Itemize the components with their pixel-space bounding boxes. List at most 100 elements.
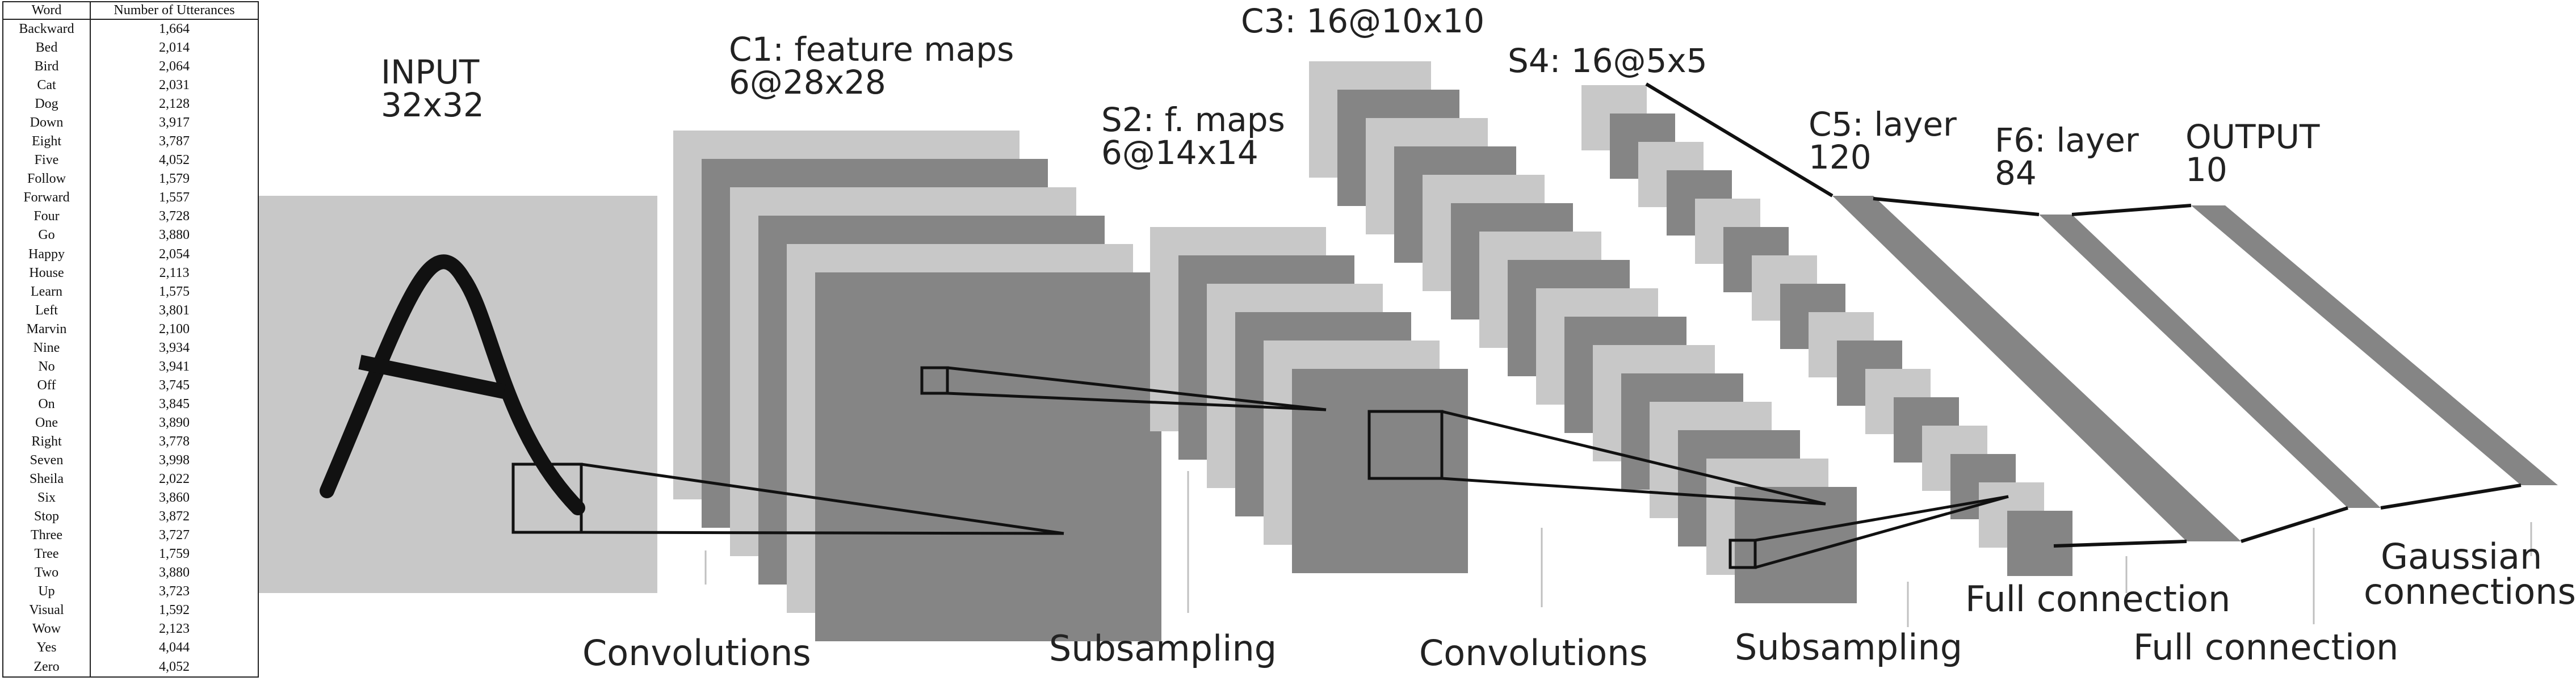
word-cell: Five bbox=[2, 151, 91, 170]
word-cell: Seven bbox=[2, 451, 91, 470]
gaussian-label-line1: Gaussian bbox=[2381, 536, 2543, 577]
sub1-projection-top bbox=[947, 366, 1327, 411]
table-row: Off 3,745 bbox=[2, 376, 259, 395]
c1-feature-map bbox=[815, 272, 1161, 641]
word-cell: Three bbox=[2, 526, 91, 545]
c5-label-line2: 120 bbox=[1809, 138, 1872, 176]
sub2-projection-top bbox=[1755, 495, 2009, 542]
word-cell: Cat bbox=[2, 75, 91, 95]
gaussian-connections-label: Gaussian connections bbox=[2364, 539, 2576, 609]
count-cell: 3,880 bbox=[90, 226, 259, 245]
table-row: Five 4,052 bbox=[2, 151, 259, 170]
table-header-row: Word Number of Utterances bbox=[2, 1, 259, 20]
count-cell: 3,872 bbox=[90, 507, 259, 526]
conv2-projection-bottom bbox=[1441, 477, 1826, 506]
table-row: House 2,113 bbox=[2, 263, 259, 283]
word-cell: Eight bbox=[2, 132, 91, 151]
word-cell: Off bbox=[2, 376, 91, 395]
word-cell: Marvin bbox=[2, 320, 91, 339]
word-cell: Follow bbox=[2, 170, 91, 189]
convolutions-label-2: Convolutions bbox=[1419, 632, 1648, 674]
table-row: Backward 1,664 bbox=[2, 19, 259, 39]
table-row: Right 3,778 bbox=[2, 432, 259, 451]
table-row: Sheila 2,022 bbox=[2, 469, 259, 489]
c3-label-line1: C3: 16@10x10 bbox=[1241, 2, 1485, 40]
s4-label-line1: S4: 16@5x5 bbox=[1508, 41, 1707, 80]
s2-label-line2: 6@14x14 bbox=[1101, 133, 1258, 172]
word-cell: Wow bbox=[2, 620, 91, 639]
s4-feature-map bbox=[2007, 511, 2072, 576]
full-connection-label-1: Full connection bbox=[1965, 578, 2231, 620]
convolutions-label-1: Convolutions bbox=[582, 632, 811, 674]
word-cell: Nine bbox=[2, 338, 91, 358]
word-cell: Learn bbox=[2, 282, 91, 301]
s2-label: S2: f. maps 6@14x14 bbox=[1101, 103, 1285, 169]
count-cell: 3,778 bbox=[90, 432, 259, 451]
table-row: Three 3,727 bbox=[2, 526, 259, 545]
input-character-crossbar bbox=[358, 355, 506, 399]
table-body: Backward 1,664 Bed 2,014 Bird 2,064 Cat 2,031 Do… bbox=[2, 19, 259, 678]
count-cell: 3,745 bbox=[90, 376, 259, 395]
input-label-line2: 32x32 bbox=[381, 86, 484, 124]
table-row: Bird 2,064 bbox=[2, 57, 259, 76]
word-cell: Left bbox=[2, 301, 91, 320]
word-cell: Zero bbox=[2, 657, 91, 678]
word-cell: Dog bbox=[2, 94, 91, 114]
count-cell: 3,890 bbox=[90, 413, 259, 432]
f6-label-line2: 84 bbox=[1995, 154, 2037, 192]
table-row: Follow 1,579 bbox=[2, 170, 259, 189]
c5-label: C5: layer 120 bbox=[1809, 108, 1957, 174]
table-row: Forward 1,557 bbox=[2, 188, 259, 208]
count-cell: 2,123 bbox=[90, 620, 259, 639]
count-cell: 3,723 bbox=[90, 582, 259, 602]
table-row: Bed 2,014 bbox=[2, 38, 259, 57]
c5-bottom-connection bbox=[2053, 540, 2187, 548]
table-row: Two 3,880 bbox=[2, 564, 259, 583]
feature-map-blocks bbox=[259, 61, 2558, 641]
count-cell: 2,113 bbox=[90, 263, 259, 283]
word-cell: Go bbox=[2, 226, 91, 245]
f6-label-line1: F6: layer bbox=[1995, 121, 2139, 159]
count-cell: 2,064 bbox=[90, 57, 259, 76]
count-cell: 1,592 bbox=[90, 601, 259, 620]
input-label: INPUT 32x32 bbox=[381, 56, 484, 121]
word-cell: Sheila bbox=[2, 469, 91, 489]
sub1-projection-bottom bbox=[947, 392, 1327, 411]
f6-layer-band bbox=[2039, 215, 2381, 508]
subsampling-label-1: Subsampling bbox=[1049, 628, 1277, 669]
table-row: Seven 3,998 bbox=[2, 451, 259, 470]
c1-receptive-field-box bbox=[920, 366, 949, 395]
diagram-graphics bbox=[259, 61, 2558, 641]
word-cell: Visual bbox=[2, 601, 91, 620]
count-cell: 1,579 bbox=[90, 170, 259, 189]
count-cell: 3,727 bbox=[90, 526, 259, 545]
table-row: On 3,845 bbox=[2, 394, 259, 414]
count-cell: 3,880 bbox=[90, 564, 259, 583]
word-cell: Bird bbox=[2, 57, 91, 76]
c1-label-line2: 6@28x28 bbox=[729, 63, 886, 102]
output-label: OUTPUT 10 bbox=[2185, 120, 2319, 186]
table-row: Visual 1,592 bbox=[2, 601, 259, 620]
count-cell: 4,052 bbox=[90, 657, 259, 678]
s4-label: S4: 16@5x5 bbox=[1508, 44, 1707, 77]
table-row: Six 3,860 bbox=[2, 488, 259, 507]
f6-label: F6: layer 84 bbox=[1995, 124, 2139, 190]
table-row: Learn 1,575 bbox=[2, 282, 259, 301]
count-cell: 2,128 bbox=[90, 94, 259, 114]
utterance-table-container: Word Number of Utterances Backward 1,664 B… bbox=[2, 1, 259, 678]
conv1-projection-bottom bbox=[581, 531, 1064, 535]
count-cell: 1,575 bbox=[90, 282, 259, 301]
c5-top-connection bbox=[1645, 82, 1834, 197]
c5-f6-top-connection bbox=[1873, 197, 2040, 216]
output-label-line2: 10 bbox=[2185, 150, 2227, 189]
table-row: Go 3,880 bbox=[2, 226, 259, 245]
table-row: Stop 3,872 bbox=[2, 507, 259, 526]
table-row: Four 3,728 bbox=[2, 207, 259, 226]
table-row: Marvin 2,100 bbox=[2, 320, 259, 339]
table-row: Eight 3,787 bbox=[2, 132, 259, 151]
count-cell: 3,860 bbox=[90, 488, 259, 507]
word-cell: Backward bbox=[2, 19, 91, 39]
word-cell: Six bbox=[2, 488, 91, 507]
conv2-projection-top bbox=[1441, 410, 1826, 506]
s2-receptive-field-box bbox=[1367, 410, 1444, 480]
